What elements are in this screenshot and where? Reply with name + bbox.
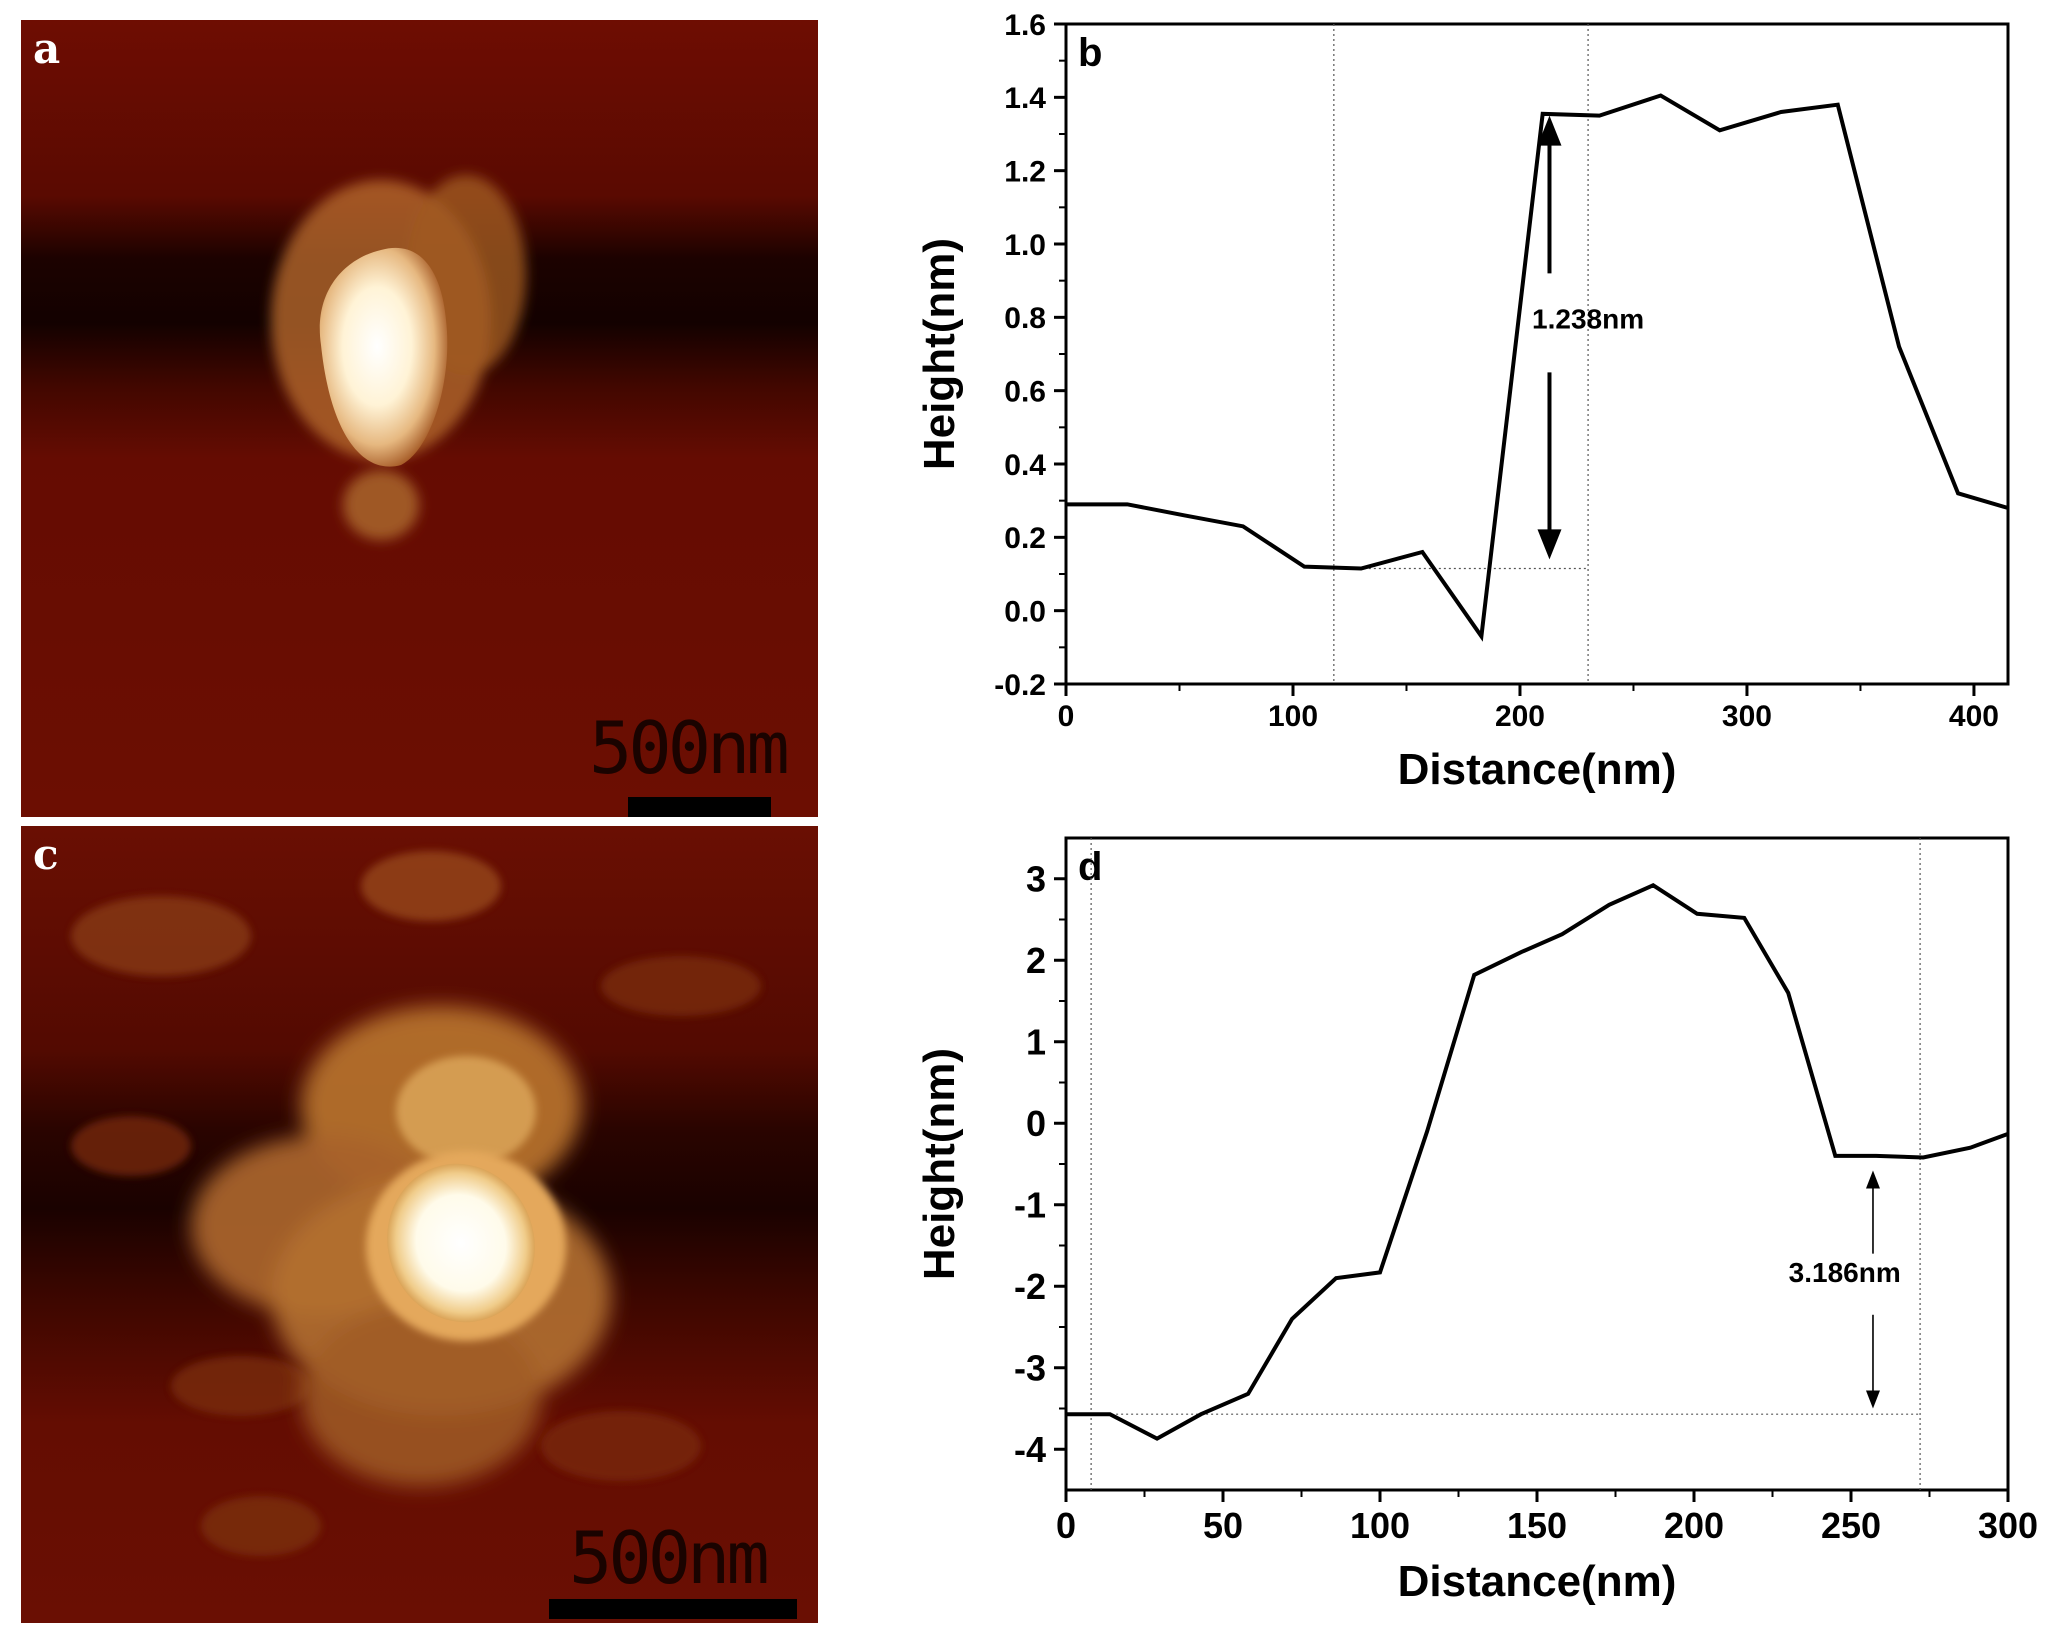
y-tick-label-b: 0.2 (1004, 522, 1046, 555)
afm-topography-c (21, 826, 818, 1623)
y-tick-label-b: 0.4 (1004, 449, 1046, 482)
y-tick-label-d: -1 (1014, 1185, 1046, 1226)
measure-arrowhead-down-b (1537, 529, 1562, 560)
measure-arrowhead-up-b (1537, 115, 1562, 146)
y-tick-label-b: 1.2 (1004, 155, 1046, 188)
scale-bar-label-c: 500nm (569, 1516, 770, 1600)
afm-image-a: a 500nm (21, 20, 818, 817)
x-axis-label-b: Distance(nm) (1398, 745, 1677, 794)
y-tick-label-b: 0.0 (1004, 595, 1046, 628)
height-profile-line-b (1066, 93, 2009, 642)
measurement-annotation-d: 3.186nm (1789, 1257, 1901, 1288)
plot-frame-b (1064, 22, 2010, 686)
panel-label-a: a (33, 24, 61, 73)
measure-arrowhead-up-d (1865, 1170, 1880, 1189)
y-tick-label-d: -3 (1014, 1348, 1046, 1389)
y-tick-label-d: 2 (1026, 940, 1046, 981)
scale-bar-a (628, 797, 771, 817)
y-tick-label-d: 1 (1026, 1022, 1046, 1063)
y-tick-label-d: -4 (1014, 1429, 1046, 1470)
afm-topography-a (21, 20, 818, 817)
panel-label-c: c (33, 830, 59, 879)
panel-label-d: d (1078, 845, 1102, 889)
y-tick-label-b: 0.8 (1004, 302, 1046, 335)
chart-b: 0 100 200 300 400 -0.2 0.0 0.2 0.4 0.6 0.8 1.0 1.2 1.… (915, 9, 2010, 794)
y-tick-label-d: 3 (1026, 859, 1046, 900)
y-tick-label-b: 1.6 (1004, 9, 1046, 42)
x-tick-label-d: 0 (1056, 1505, 1076, 1546)
x-tick-label-b: 300 (1722, 700, 1772, 733)
x-axis-label-d: Distance(nm) (1398, 1557, 1677, 1606)
afm-image-c: c 500nm (21, 826, 818, 1623)
measurement-annotation-b: 1.238nm (1532, 303, 1644, 334)
y-tick-label-b: 1.4 (1004, 82, 1046, 115)
x-tick-label-d: 200 (1664, 1505, 1724, 1546)
measure-arrowhead-down-d (1865, 1390, 1880, 1409)
x-tick-label-b: 200 (1495, 700, 1545, 733)
x-tick-label-d: 50 (1203, 1505, 1243, 1546)
x-tick-label-d: 300 (1978, 1505, 2038, 1546)
y-axis-label-b: Height(nm) (915, 238, 964, 470)
x-tick-label-b: 0 (1058, 700, 1075, 733)
height-profile-line-d (1066, 883, 2009, 1441)
y-tick-label-d: 0 (1026, 1103, 1046, 1144)
y-tick-label-b: -0.2 (994, 669, 1046, 702)
x-tick-label-d: 150 (1507, 1505, 1567, 1546)
y-tick-label-b: 1.0 (1004, 229, 1046, 262)
chart-d: 0 50 100 150 200 250 300 -4 -3 -2 -1 0 1 2 3 Distance(n… (915, 836, 2038, 1606)
x-tick-label-b: 400 (1949, 700, 1999, 733)
y-axis-label-d: Height(nm) (915, 1048, 964, 1280)
y-tick-label-d: -2 (1014, 1266, 1046, 1307)
x-tick-label-d: 250 (1821, 1505, 1881, 1546)
y-tick-label-b: 0.6 (1004, 375, 1046, 408)
x-tick-label-b: 100 (1268, 700, 1318, 733)
scale-bar-label-a: 500nm (589, 706, 790, 790)
panel-label-b: b (1078, 31, 1102, 75)
x-tick-label-d: 100 (1350, 1505, 1410, 1546)
scale-bar-c (549, 1599, 797, 1619)
